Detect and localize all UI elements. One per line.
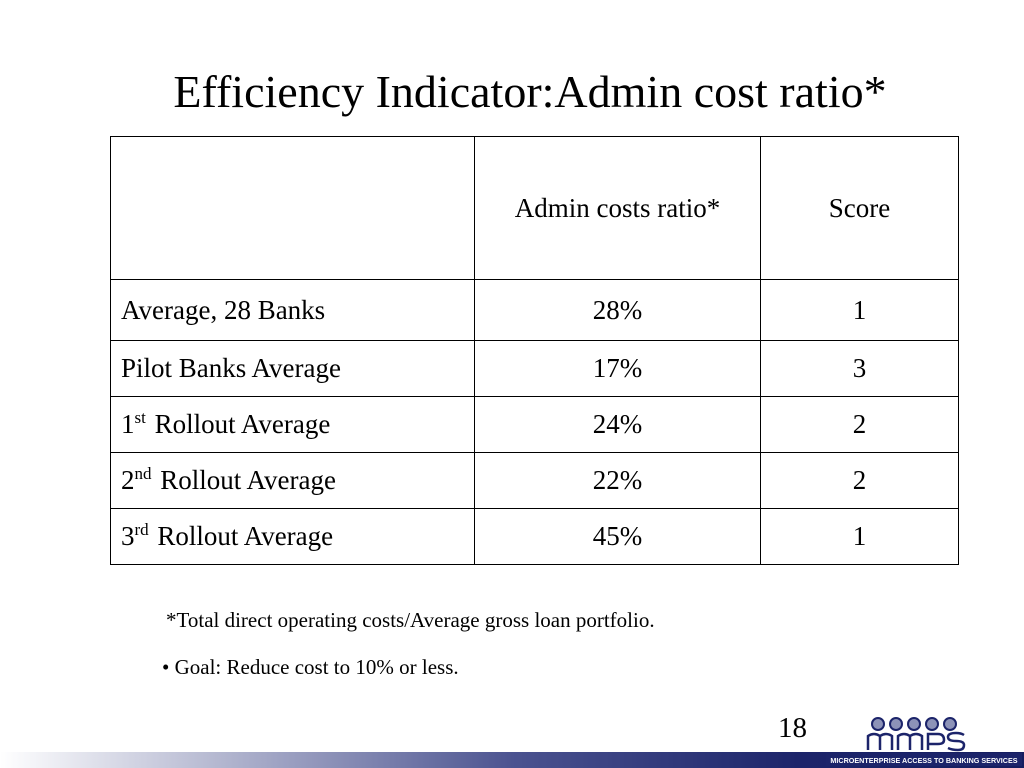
row-score: 3	[760, 340, 959, 397]
row-label-number: 2	[121, 465, 135, 495]
page-number: 18	[778, 712, 807, 744]
row-ratio: 45%	[474, 508, 761, 565]
row-label-number: 1	[121, 409, 135, 439]
row-score: 2	[760, 452, 959, 509]
row-score: 2	[760, 396, 959, 453]
row-ratio: 28%	[474, 279, 761, 341]
row-label-text: Pilot Banks Average	[121, 353, 341, 383]
row-score: 1	[760, 279, 959, 341]
logo-tagline: MICROENTERPRISE ACCESS TO BANKING SERVIC…	[830, 756, 1017, 765]
header-score: Score	[760, 136, 959, 280]
row-label-rest: Rollout Average	[150, 521, 334, 551]
mabs-logo: MICROENTERPRISE ACCESS TO BANKING SERVIC…	[826, 717, 1022, 766]
row-label: 3rd Rollout Average	[110, 508, 475, 565]
row-ratio: 24%	[474, 396, 761, 453]
row-label-rest: Rollout Average	[153, 465, 336, 495]
row-label: 2nd Rollout Average	[110, 452, 475, 509]
footnote: *Total direct operating costs/Average gr…	[166, 608, 655, 632]
header-admin-costs-ratio: Admin costs ratio*	[474, 136, 761, 280]
row-label: Pilot Banks Average	[110, 340, 475, 397]
slide-title: Efficiency Indicator:Admin cost ratio*	[173, 66, 887, 117]
footer-gradient-bar	[0, 752, 1024, 768]
table-row: Average, 28 Banks 28% 1	[110, 279, 959, 341]
header-empty-cell	[110, 136, 475, 280]
row-label-number: 3	[121, 521, 135, 551]
row-score: 1	[760, 508, 959, 565]
table-header-row: Admin costs ratio* Score	[110, 136, 959, 280]
table-row: Pilot Banks Average 17% 3	[110, 340, 959, 397]
row-label-rest: Rollout Average	[147, 409, 331, 439]
goal-bullet: • Goal: Reduce cost to 10% or less.	[162, 655, 459, 679]
row-label-ordinal-suffix: nd	[134, 464, 152, 483]
admin-cost-table: Admin costs ratio* Score Average, 28 Ban…	[110, 136, 959, 565]
row-ratio: 17%	[474, 340, 761, 397]
table-row: 3rd Rollout Average 45% 1	[110, 508, 959, 565]
table-row: 1st Rollout Average 24% 2	[110, 396, 959, 453]
row-label-text: Average, 28 Banks	[121, 294, 326, 325]
row-label: 1st Rollout Average	[110, 396, 475, 453]
row-label-ordinal-suffix: st	[134, 408, 146, 427]
row-label-ordinal-suffix: rd	[134, 520, 149, 539]
row-label: Average, 28 Banks	[110, 279, 475, 341]
row-ratio: 22%	[474, 452, 761, 509]
table-row: 2nd Rollout Average 22% 2	[110, 452, 959, 509]
